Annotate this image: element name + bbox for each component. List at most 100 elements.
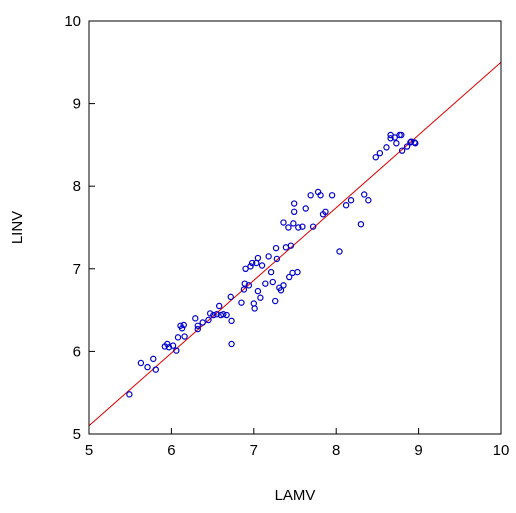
data-point — [144, 363, 151, 371]
data-point — [391, 134, 398, 141]
x-axis: 5 6 7 8 9 10 — [85, 428, 510, 459]
data-point — [403, 143, 411, 150]
data-point — [295, 224, 302, 231]
data-point — [365, 197, 372, 204]
data-point — [357, 220, 365, 228]
data-point — [215, 302, 223, 310]
data-point — [258, 262, 266, 269]
fit-line — [88, 61, 502, 427]
data-point — [398, 147, 406, 154]
data-point — [347, 197, 355, 204]
data-point — [220, 311, 227, 318]
data-point — [393, 140, 400, 147]
data-point — [245, 282, 253, 289]
data-point — [192, 315, 199, 322]
data-point — [272, 297, 279, 305]
data-point — [194, 325, 201, 333]
data-point — [317, 192, 324, 199]
data-point — [309, 223, 317, 230]
data-point — [267, 268, 275, 276]
data-point — [228, 340, 235, 348]
data-point — [299, 223, 306, 230]
data-point — [273, 255, 281, 263]
data-point — [262, 280, 269, 287]
data-point — [286, 273, 293, 281]
data-point — [376, 149, 384, 157]
data-point — [294, 268, 301, 276]
x-axis-title: LAMV — [275, 487, 316, 504]
data-point — [199, 319, 206, 326]
data-point — [387, 135, 394, 142]
data-point — [126, 391, 133, 398]
data-point — [248, 259, 256, 267]
data-point — [269, 278, 276, 286]
data-point — [210, 311, 217, 319]
data-points — [126, 131, 419, 398]
x-tick-label: 10 — [493, 442, 510, 459]
data-point — [206, 310, 214, 317]
data-point — [289, 269, 296, 277]
data-point — [247, 263, 254, 270]
data-point — [280, 282, 287, 289]
data-point — [342, 201, 350, 209]
data-point — [361, 191, 368, 198]
data-point — [411, 139, 418, 146]
data-point — [412, 140, 419, 147]
data-point — [250, 300, 257, 307]
data-point — [205, 316, 212, 324]
data-point — [173, 347, 180, 354]
data-point — [181, 333, 188, 340]
y-tick-label: 5 — [73, 426, 81, 443]
data-point — [228, 317, 235, 325]
data-point — [213, 311, 220, 318]
data-point — [290, 200, 298, 207]
data-point — [398, 131, 405, 139]
y-axis: 5 6 7 8 9 10 — [64, 13, 95, 443]
data-point — [223, 311, 230, 319]
data-point — [322, 208, 329, 216]
data-point — [254, 287, 262, 295]
data-point — [150, 355, 157, 363]
plot-frame — [88, 20, 502, 435]
data-point — [285, 224, 292, 231]
data-point — [251, 305, 258, 312]
data-point — [242, 265, 249, 272]
data-point — [383, 144, 390, 151]
data-point — [240, 286, 248, 293]
data-point — [164, 340, 171, 348]
data-point — [257, 294, 264, 301]
x-tick-label: 7 — [250, 442, 258, 459]
data-point — [328, 192, 336, 199]
x-tick-label: 5 — [85, 442, 93, 459]
data-point — [227, 293, 234, 301]
y-tick-label: 9 — [73, 96, 81, 113]
y-tick-label: 8 — [73, 178, 81, 195]
data-point — [290, 208, 298, 216]
data-point — [265, 253, 272, 260]
data-point — [280, 219, 287, 226]
data-point — [254, 254, 262, 262]
y-tick-label: 10 — [64, 13, 81, 30]
y-axis-title: LINV — [9, 211, 26, 244]
data-point — [194, 322, 201, 329]
data-point — [178, 325, 186, 332]
data-point — [290, 220, 297, 227]
data-point — [174, 334, 182, 341]
x-tick-label: 9 — [414, 442, 422, 459]
data-point — [336, 248, 343, 255]
data-point — [272, 244, 280, 252]
data-point — [137, 359, 145, 367]
y-tick-label: 7 — [73, 261, 81, 278]
data-point — [302, 205, 309, 212]
data-point — [287, 242, 295, 249]
y-tick-label: 6 — [73, 343, 81, 360]
x-tick-label: 6 — [167, 442, 175, 459]
data-point — [372, 154, 379, 161]
data-point — [152, 366, 159, 373]
data-point — [169, 342, 177, 349]
data-point — [180, 321, 187, 329]
data-point — [307, 192, 314, 199]
x-tick-label: 8 — [332, 442, 340, 459]
data-point — [238, 299, 245, 306]
